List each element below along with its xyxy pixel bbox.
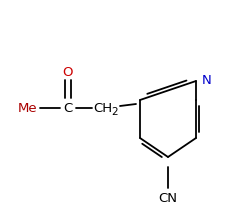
Text: 2: 2: [112, 107, 118, 117]
Text: CH: CH: [93, 101, 113, 115]
Text: N: N: [202, 75, 212, 88]
Text: Me: Me: [18, 101, 38, 115]
Text: O: O: [63, 66, 73, 78]
Text: C: C: [63, 101, 73, 115]
Text: CN: CN: [159, 192, 178, 204]
